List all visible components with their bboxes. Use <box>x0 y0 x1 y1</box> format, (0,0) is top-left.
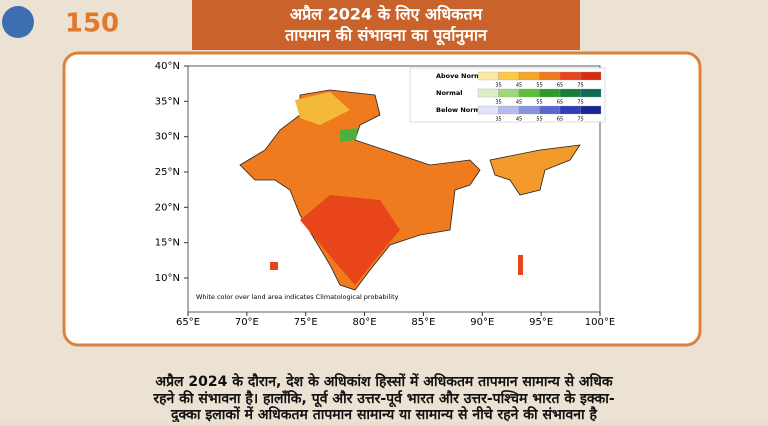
latitude-label: 10°N <box>155 273 180 284</box>
color-swatch <box>580 105 602 115</box>
latitude-label: 30°N <box>155 132 180 143</box>
longitude-label: 95°E <box>529 317 553 328</box>
color-swatch <box>580 71 602 81</box>
color-swatch <box>498 105 520 115</box>
caption-line: अप्रैल 2024 के दौरान, देश के अधिकांश हिस… <box>155 373 613 390</box>
latitude-label: 15°N <box>155 238 180 249</box>
longitude-label: 90°E <box>470 317 494 328</box>
normal-region <box>340 128 358 142</box>
longitude-label: 85°E <box>411 317 435 328</box>
color-swatch <box>477 71 499 81</box>
legend-label: Normal <box>436 89 463 97</box>
color-swatch <box>539 105 561 115</box>
axes: 40°N 35°N 30°N 25°N 20°N 15°N 10°N 65°E 70°E 75°E… <box>155 61 615 328</box>
legend-tick: 45 <box>516 83 522 89</box>
longitude-label: 75°E <box>294 317 318 328</box>
legend-tick: 45 <box>516 100 522 106</box>
caption-line: रहने की संभावना है। हालाँकि, पूर्व और उत… <box>152 390 615 408</box>
legend-tick: 35 <box>495 83 501 89</box>
legend-label: Below Normal <box>436 106 487 114</box>
longitude-label: 100°E <box>585 317 615 328</box>
legend-tick: 75 <box>577 100 583 106</box>
color-swatch <box>559 71 581 81</box>
legend-tick: 65 <box>557 100 563 106</box>
longitude-label: 80°E <box>353 317 377 328</box>
caption-line: दुक्का इलाकों में अधिकतम तापमान सामान्य … <box>170 406 597 422</box>
legend-tick: 45 <box>516 117 522 123</box>
legend-tick: 75 <box>577 117 583 123</box>
legend: Above Normal 35 45 55 65 75 Normal 35 45 55 65 75 Be… <box>436 71 602 123</box>
high-probability-region <box>300 195 400 285</box>
color-swatch <box>518 105 540 115</box>
color-swatch <box>559 88 581 98</box>
legend-tick: 55 <box>536 83 542 89</box>
lakshadweep <box>270 262 278 270</box>
latitude-label: 40°N <box>155 61 180 72</box>
color-swatch <box>518 88 540 98</box>
color-swatch <box>477 105 499 115</box>
color-swatch <box>477 88 499 98</box>
color-swatch <box>498 88 520 98</box>
legend-tick: 65 <box>557 117 563 123</box>
color-swatch <box>580 88 602 98</box>
longitude-label: 65°E <box>176 317 200 328</box>
title-line: तापमान की संभावना का पूर्वानुमान <box>284 26 488 46</box>
andaman-islands <box>518 255 523 275</box>
color-swatch <box>518 71 540 81</box>
legend-tick: 35 <box>495 117 501 123</box>
logo-emblem <box>2 6 34 38</box>
logo-text: 150 <box>65 9 119 39</box>
title-line: अप्रैल 2024 के लिए अधिकतम <box>290 5 484 24</box>
latitude-label: 20°N <box>155 202 180 213</box>
legend-label: Above Normal <box>436 72 488 80</box>
legend-tick: 65 <box>557 83 563 89</box>
header-box <box>192 0 580 50</box>
legend-tick: 35 <box>495 100 501 106</box>
color-swatch <box>539 88 561 98</box>
color-swatch <box>559 105 581 115</box>
latitude-label: 35°N <box>155 96 180 107</box>
legend-tick: 75 <box>577 83 583 89</box>
legend-tick: 55 <box>536 100 542 106</box>
legend-tick: 55 <box>536 117 542 123</box>
color-swatch <box>498 71 520 81</box>
moderate-region <box>295 92 350 125</box>
latitude-label: 25°N <box>155 167 180 178</box>
color-swatch <box>539 71 561 81</box>
northeast-landmass <box>489 144 581 196</box>
longitude-label: 70°E <box>235 317 259 328</box>
map-note: White color over land area indicates Cli… <box>196 293 399 301</box>
